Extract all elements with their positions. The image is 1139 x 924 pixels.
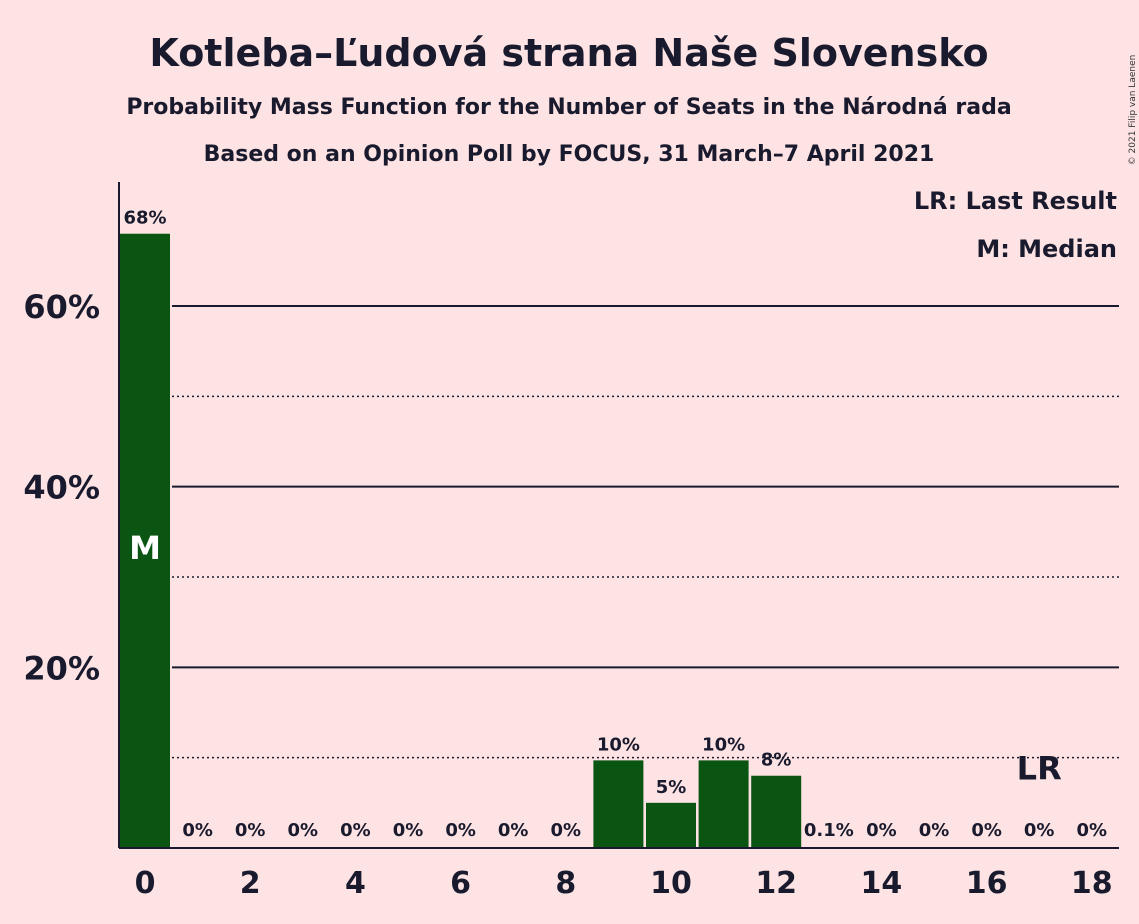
x-tick-label: 18: [1071, 866, 1113, 901]
x-tick-label: 8: [555, 866, 576, 901]
bar: [593, 760, 644, 848]
bar-value-label: 0%: [445, 820, 476, 841]
last-result-marker: LR: [1017, 750, 1062, 788]
bar-value-label: 10%: [597, 734, 640, 755]
median-marker: M: [129, 529, 161, 567]
chart-subtitle: Probability Mass Function for the Number…: [126, 95, 1011, 120]
chart-title: Kotleba–Ľudová strana Naše Slovensko: [149, 31, 988, 75]
bar-value-label: 0%: [1024, 820, 1055, 841]
bar-value-label: 0.1%: [804, 820, 854, 841]
copyright-notice: © 2021 Filip van Laenen: [1128, 55, 1138, 166]
bar-value-label: 0%: [182, 820, 213, 841]
bar-value-label: 0%: [919, 820, 950, 841]
legend-last-result: LR: Last Result: [914, 187, 1117, 215]
x-tick-label: 12: [755, 866, 797, 901]
bar: [751, 775, 802, 848]
bar-value-label: 0%: [393, 820, 424, 841]
y-tick-label: 20%: [23, 649, 100, 687]
x-tick-label: 2: [240, 866, 261, 901]
y-tick-label: 40%: [23, 469, 100, 507]
x-axis-ticks: 0 2 4 6 8 10 12 14 16 18: [135, 866, 1113, 901]
bar: [120, 233, 170, 848]
bars: [120, 233, 854, 848]
bar-value-label: 0%: [498, 820, 529, 841]
bar-value-label: 0%: [971, 820, 1002, 841]
bar-value-label: 68%: [123, 208, 166, 229]
bar-value-label: 8%: [761, 750, 792, 771]
bar: [646, 802, 696, 848]
bar-labels: 68% 0% 0% 0% 0% 0% 0% 0% 0% 10% 5% 10% 8% 0.1% 0% 0% 0% 0…: [123, 208, 1107, 841]
bar-value-label: 0%: [235, 820, 266, 841]
bar: [698, 760, 749, 848]
bar-value-label: 0%: [866, 820, 897, 841]
bar-value-label: 10%: [702, 734, 745, 755]
bar-value-label: 0%: [551, 820, 582, 841]
y-axis-ticks: 20% 40% 60%: [23, 288, 100, 687]
legend-median: M: Median: [976, 235, 1117, 263]
y-tick-label: 60%: [23, 288, 100, 326]
bar-value-label: 0%: [340, 820, 371, 841]
markers: M LR: [129, 529, 1062, 788]
x-tick-label: 16: [966, 866, 1008, 901]
x-tick-label: 14: [861, 866, 903, 901]
x-tick-label: 6: [450, 866, 471, 901]
x-tick-label: 4: [345, 866, 366, 901]
bar-value-label: 0%: [288, 820, 319, 841]
gridlines: [172, 305, 1119, 759]
bar-value-label: 5%: [656, 777, 687, 798]
chart-poll-info: Based on an Opinion Poll by FOCUS, 31 Ma…: [204, 142, 935, 167]
x-tick-label: 10: [650, 866, 692, 901]
x-tick-label: 0: [135, 866, 156, 901]
bar-value-label: 0%: [1077, 820, 1108, 841]
